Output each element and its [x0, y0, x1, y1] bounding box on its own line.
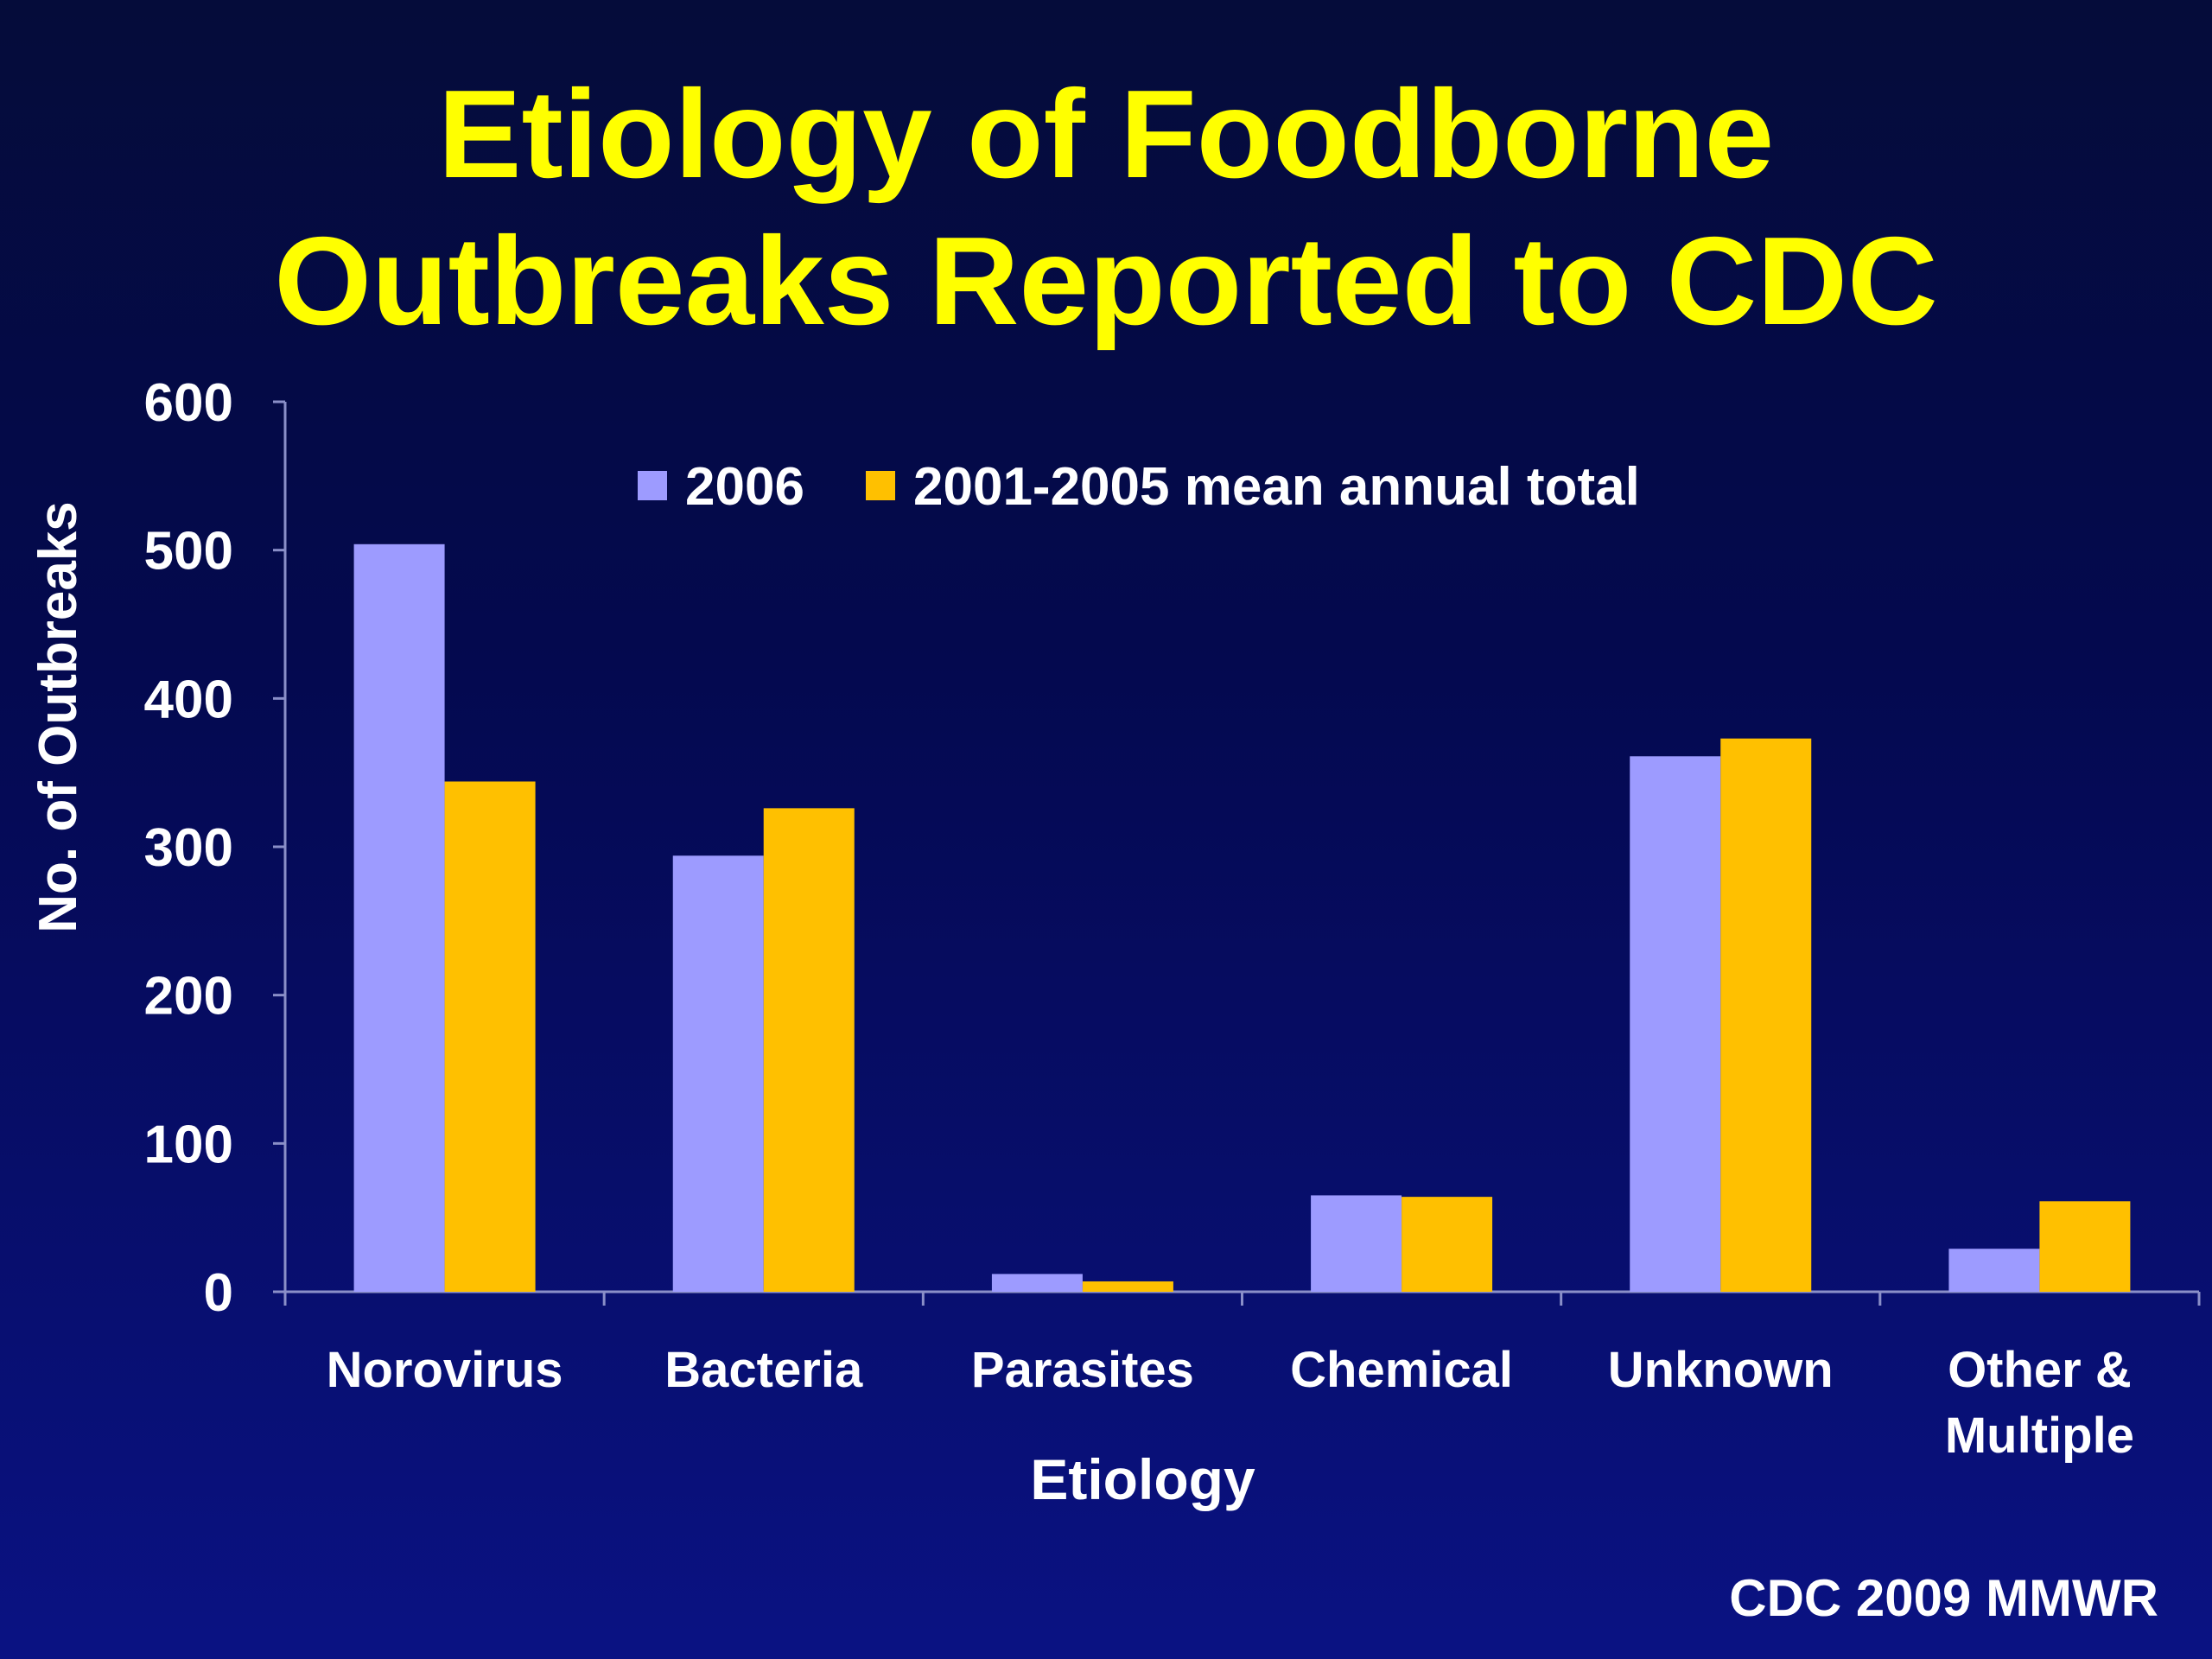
bar-series-2006	[672, 855, 764, 1292]
y-tick-label: 200	[144, 967, 233, 1027]
y-tick-label: 100	[144, 1115, 233, 1174]
y-axis: 0 100 200 300 400 500 600 No. of Outbreaks	[29, 373, 287, 1323]
bar-series-2006	[1948, 1249, 2040, 1292]
x-category-label: Chemical	[1290, 1342, 1513, 1398]
title-line-1: Etiology of Foodborne	[437, 64, 1775, 204]
y-tick-label: 300	[144, 818, 233, 878]
bar-series-mean	[1082, 1281, 1173, 1292]
legend-item-2006-swatch	[638, 471, 667, 500]
bar-series-mean	[763, 808, 855, 1292]
bar-series-mean	[1402, 1197, 1493, 1292]
legend-item-mean-swatch	[866, 471, 895, 500]
bar-series-mean	[1720, 738, 1812, 1292]
bars	[353, 543, 2131, 1292]
slide-title: Etiology of Foodborne Outbreaks Reported…	[0, 60, 2212, 354]
bar-series-2006	[1311, 1195, 1402, 1292]
y-axis-title: No. of Outbreaks	[29, 501, 88, 933]
y-tick-label: 400	[144, 670, 233, 729]
y-tick-label: 600	[144, 373, 233, 433]
bar-series-2006	[1630, 756, 1721, 1292]
x-category-label: Other & Multiple	[1945, 1342, 2134, 1464]
bar-series-2006	[991, 1274, 1083, 1292]
title-line-2: Outbreaks Reported to CDC	[274, 211, 1938, 351]
bar-series-mean	[2039, 1201, 2131, 1292]
bar-series-mean	[444, 781, 536, 1292]
x-category-label: Unknown	[1608, 1342, 1834, 1398]
bar-series-2006	[353, 543, 445, 1292]
x-category-label: Norovirus	[327, 1342, 563, 1398]
y-tick-label: 500	[144, 522, 233, 582]
y-tick-label: 0	[204, 1263, 233, 1323]
x-category-label: Bacteria	[664, 1342, 863, 1398]
x-axis-title: Etiology	[1030, 1447, 1255, 1511]
legend-item-2006-label: 2006	[685, 457, 804, 517]
source-note: CDC 2009 MMWR	[1729, 1569, 2158, 1627]
legend: 2006 2001-2005 mean annual total	[638, 457, 1640, 517]
x-category-label: Parasites	[971, 1342, 1194, 1398]
x-axis: Norovirus Bacteria Parasites Chemical Unknow…	[283, 1290, 2201, 1511]
legend-item-mean-label: 2001-2005 mean annual total	[913, 457, 1640, 517]
